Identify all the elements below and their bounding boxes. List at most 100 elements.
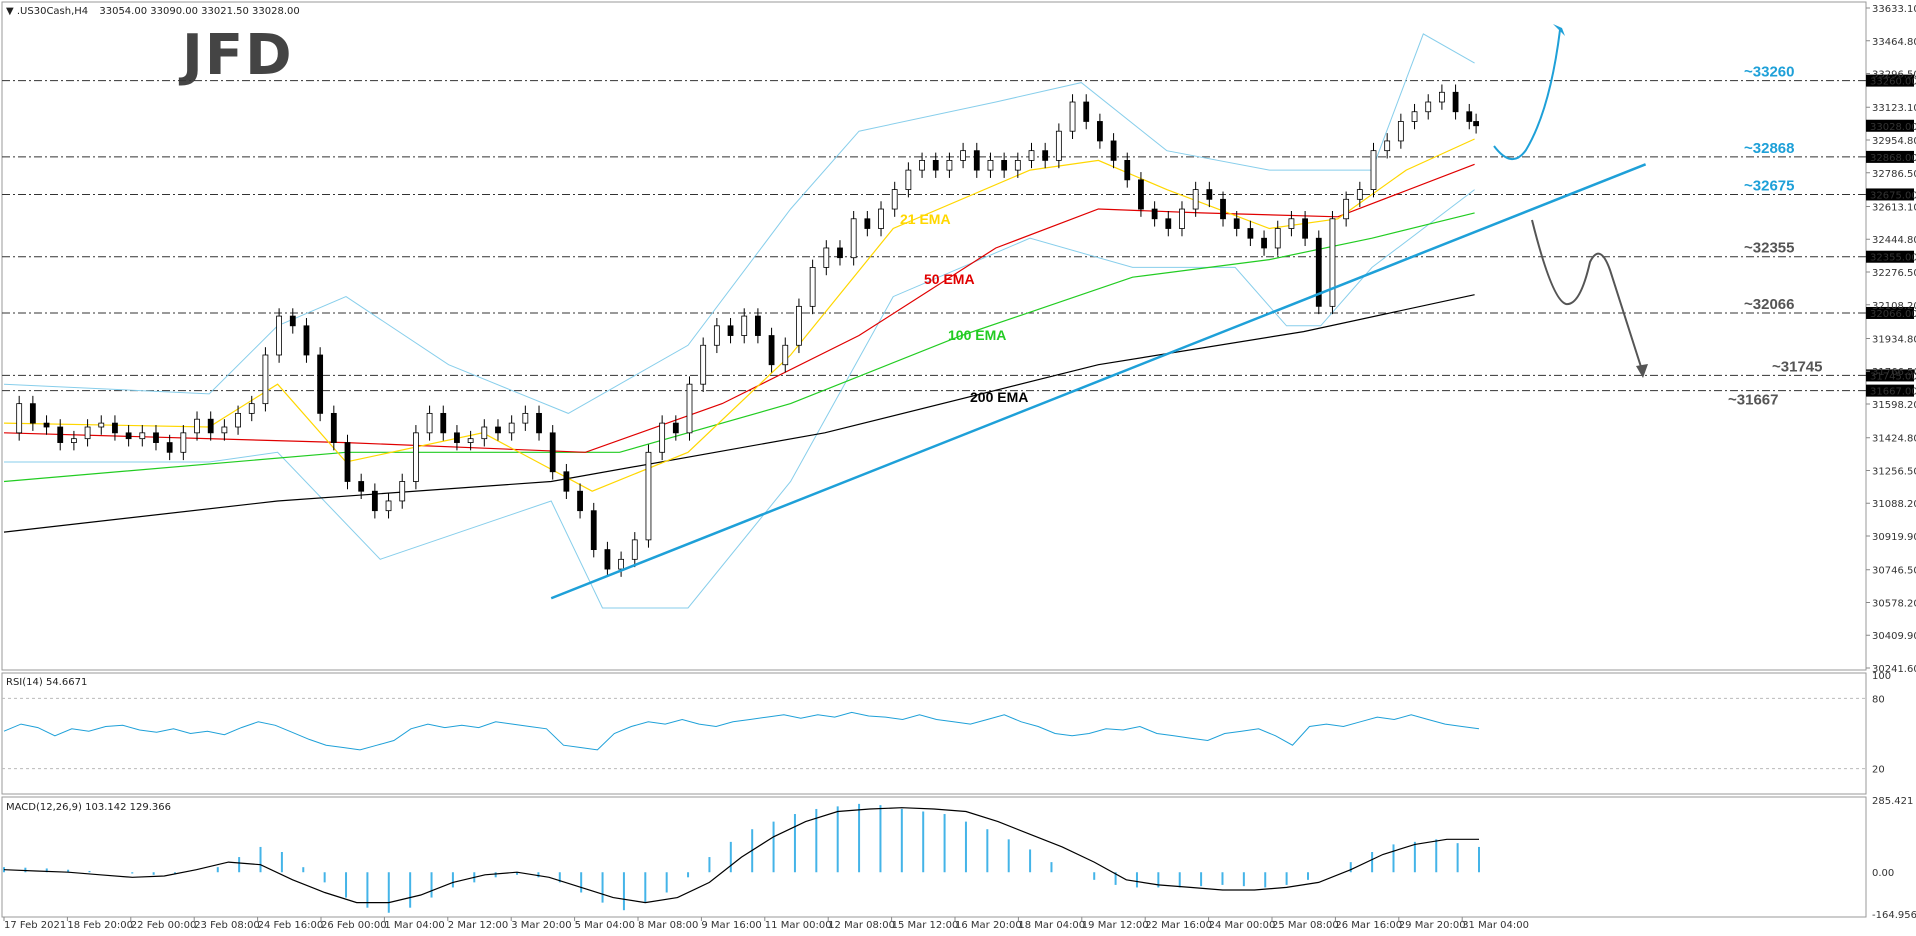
candle-body: [932, 159, 939, 171]
bollinger-lower-band: [4, 189, 1475, 609]
time-tick-label: 16 Mar 20:00: [955, 920, 1022, 931]
candle-body: [1425, 101, 1432, 113]
candle-body: [782, 344, 789, 366]
bullish-arrowhead-icon: [1553, 24, 1565, 36]
candle-body: [549, 432, 556, 473]
candle-body: [631, 539, 638, 560]
time-tick-label: 18 Mar 04:00: [1018, 920, 1085, 931]
candle-body: [1110, 140, 1117, 161]
ema-label: 50 EMA: [924, 271, 975, 287]
collapse-triangle-icon[interactable]: ▼: [6, 6, 17, 17]
candle-body: [522, 412, 529, 424]
price-tick-label: 30746.50: [1872, 566, 1916, 577]
price-tick-label: 31256.50: [1872, 466, 1916, 477]
ema100-line: [3, 212, 1475, 483]
candle-body: [454, 432, 460, 443]
price-tick-label: 32613.10: [1872, 202, 1916, 213]
candle-body: [495, 426, 501, 434]
ema-label: 21 EMA: [900, 211, 951, 227]
time-tick-label: 22 Mar 16:00: [1145, 920, 1212, 931]
candle-body: [1097, 121, 1103, 142]
jfd-logo: JFD: [178, 23, 294, 88]
candle-body: [919, 159, 925, 171]
time-tick-label: 1 Mar 04:00: [384, 920, 444, 931]
level-label: ~31745: [1772, 358, 1822, 375]
candle-body: [125, 432, 132, 440]
price-tick-label: 31424.80: [1872, 434, 1916, 445]
candle-body: [57, 426, 64, 443]
candle-body: [672, 422, 679, 434]
candle-body: [864, 218, 871, 229]
candle-body: [796, 305, 802, 346]
candle-body: [371, 490, 378, 512]
candle-body: [1384, 140, 1391, 152]
candle-body: [1083, 101, 1090, 122]
price-tick-label: 32276.50: [1872, 268, 1916, 279]
candle-body: [645, 451, 652, 541]
time-tick-label: 23 Feb 08:00: [194, 920, 260, 931]
candle-body: [1302, 218, 1308, 239]
candle-body: [1439, 91, 1445, 103]
candle-body: [755, 315, 761, 336]
candle-body: [235, 412, 241, 428]
candle-body: [1220, 198, 1226, 220]
price-tick-label: 30578.20: [1872, 598, 1916, 609]
candle-body: [1001, 159, 1008, 171]
candle-body: [1138, 179, 1144, 210]
level-price-box-label: 32675.00: [1870, 190, 1916, 201]
level-label: ~32355: [1744, 240, 1794, 257]
price-tick-label: 33296.50: [1872, 70, 1916, 81]
candle-body: [16, 403, 23, 434]
candle-body: [700, 344, 707, 385]
price-tick-label: 30919.90: [1872, 532, 1916, 543]
bollinger-upper-band: [3, 33, 1475, 414]
candle-body: [43, 422, 50, 428]
candle-body: [960, 150, 966, 161]
candle-body: [289, 315, 296, 327]
time-tick-label: 31 Mar 04:00: [1462, 920, 1529, 931]
level-price-box-label: 31745.00: [1870, 371, 1916, 382]
candle-body: [139, 432, 146, 440]
candle-body: [399, 481, 406, 502]
level-label: ~32066: [1744, 296, 1794, 313]
bearish-scenario-arrow: [1531, 219, 1643, 371]
time-tick-label: 12 Mar 08:00: [828, 920, 895, 931]
level-price-box: [1866, 250, 1914, 263]
candle-body: [180, 432, 187, 453]
candle-body: [905, 169, 912, 190]
price-tick-label: 33123.10: [1872, 103, 1916, 114]
candle-body: [276, 315, 283, 356]
time-tick-label: 9 Mar 16:00: [701, 920, 761, 931]
main-panel-frame: [1, 1, 1867, 671]
time-tick-label: 24 Feb 16:00: [258, 920, 324, 931]
candle-body: [1206, 189, 1213, 200]
time-tick-label: 25 Mar 08:00: [1272, 920, 1339, 931]
candle-body: [481, 426, 488, 440]
scenario-arrows: [1493, 24, 1648, 378]
candle-body: [440, 412, 447, 434]
candle-body: [768, 335, 775, 366]
candle-body: [727, 325, 734, 336]
time-tick-label: 8 Mar 08:00: [638, 920, 698, 931]
candle-body: [1069, 101, 1076, 132]
level-price-box-label: 32868.00: [1870, 153, 1916, 164]
candle-body: [1329, 218, 1336, 307]
candle-body: [987, 159, 994, 171]
candle-body: [1055, 130, 1062, 161]
candle-body: [194, 418, 200, 434]
time-tick-label: 5 Mar 04:00: [575, 920, 635, 931]
rsi-tick-label: 100: [1872, 671, 1891, 682]
candle-body: [153, 432, 159, 443]
uptrend-line: [550, 163, 1647, 600]
level-price-box: [1866, 384, 1914, 397]
ema-label: 100 EMA: [948, 327, 1006, 343]
candle-body: [1151, 208, 1158, 220]
symbol-header: ▼ .US30Cash,H4 33054.00 33090.00 33021.5…: [6, 6, 300, 17]
price-tick-label: 32954.80: [1872, 136, 1916, 147]
candle-body: [1370, 150, 1377, 190]
candle-body: [303, 325, 310, 356]
price-tick-label: 30409.90: [1872, 631, 1916, 642]
candle-body: [1233, 218, 1240, 229]
price-tick-label: 31088.20: [1872, 499, 1916, 510]
